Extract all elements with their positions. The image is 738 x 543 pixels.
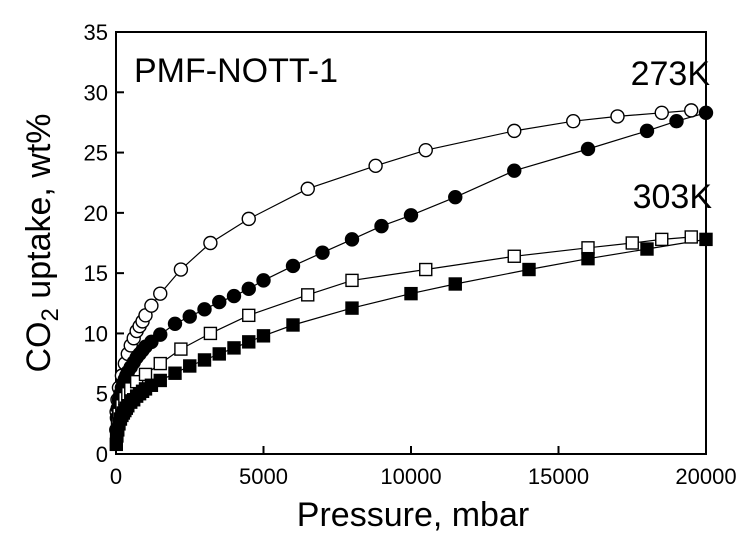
series-lines [115, 109, 707, 445]
data-point-circle [256, 273, 271, 288]
data-point-square [522, 262, 536, 277]
data-point-circle [580, 141, 596, 157]
data-point-square [174, 342, 188, 356]
data-point-square [153, 373, 167, 388]
data-point-circle [173, 262, 189, 277]
data-point-square [203, 326, 218, 341]
data-point-circle [182, 309, 197, 324]
x-tick-label: 20000 [675, 464, 736, 489]
data-point-square [404, 286, 418, 301]
data-point-circle [167, 316, 183, 331]
data-point-circle [418, 142, 433, 158]
data-point-square [419, 262, 433, 277]
x-tick-label: 0 [110, 464, 122, 489]
y-tick-label: 10 [84, 321, 108, 346]
data-point-circle [684, 103, 699, 118]
data-point-circle [153, 327, 168, 342]
y-tick-label: 0 [96, 442, 108, 467]
data-point-square [345, 301, 359, 315]
data-point-square [640, 242, 654, 256]
data-point-circle [300, 181, 315, 196]
data-point-circle [241, 281, 256, 297]
data-point-circle [285, 258, 301, 274]
data-point-circle [610, 109, 625, 124]
data-point-square [242, 308, 256, 323]
data-point-circle [212, 294, 227, 310]
data-point-square [256, 329, 271, 343]
series-line-3 [115, 238, 707, 445]
data-point-square [286, 318, 300, 332]
data-point-circle [403, 208, 419, 223]
data-point-square [345, 273, 359, 288]
x-tick-label: 5000 [239, 464, 288, 489]
data-point-circle [448, 189, 463, 205]
data-point-square [153, 356, 167, 371]
data-point-square [625, 236, 639, 250]
data-point-square [448, 277, 462, 291]
sample-annotation: PMF-NOTT-1 [134, 52, 338, 90]
data-point-square [507, 249, 521, 263]
label-303k: 303K [633, 178, 713, 216]
data-point-square [581, 251, 595, 266]
data-point-circle [507, 163, 522, 178]
data-point-square [242, 335, 256, 349]
y-tick-label: 30 [84, 80, 108, 105]
y-tick-label: 15 [84, 261, 108, 286]
data-point-square [684, 230, 698, 244]
data-point-square [168, 366, 182, 380]
y-tick-label: 25 [84, 141, 108, 166]
data-point-square [699, 232, 713, 247]
data-point-square [655, 232, 669, 247]
data-point-circle [654, 105, 669, 120]
y-tick-label: 5 [96, 382, 108, 407]
data-point-square [183, 359, 197, 373]
data-point-circle [374, 218, 389, 234]
data-point-square [197, 353, 212, 367]
data-point-circle [566, 114, 581, 129]
data-point-square [212, 347, 226, 361]
y-tick-label: 20 [84, 201, 108, 226]
y-tick-label: 35 [84, 20, 108, 45]
data-point-circle [698, 105, 714, 120]
y-axis-title-main: CO [20, 322, 58, 373]
y-axis-title-subscript: 2 [37, 308, 64, 321]
series-markers [109, 103, 714, 452]
data-point-circle [144, 298, 159, 313]
data-point-circle [368, 158, 383, 174]
data-point-circle [153, 286, 168, 301]
data-point-circle [203, 235, 218, 251]
data-point-square [301, 288, 315, 302]
x-axis-title: Pressure, mbar [297, 496, 529, 534]
data-point-circle [241, 211, 256, 227]
data-point-circle [344, 232, 360, 247]
data-point-circle [507, 123, 522, 139]
data-point-circle [669, 114, 684, 129]
y-axis-title-rest: uptake, wt% [20, 113, 58, 308]
data-point-circle [315, 245, 330, 260]
x-tick-label: 10000 [380, 464, 441, 489]
y-axis-title: CO2 uptake, wt% [20, 113, 64, 372]
data-point-circle [639, 123, 655, 139]
data-point-circle [226, 288, 242, 304]
label-273k: 273K [631, 55, 711, 93]
data-point-square [227, 341, 241, 355]
data-point-circle [197, 302, 212, 317]
series-line-2 [116, 236, 692, 436]
x-tick-label: 15000 [528, 464, 589, 489]
